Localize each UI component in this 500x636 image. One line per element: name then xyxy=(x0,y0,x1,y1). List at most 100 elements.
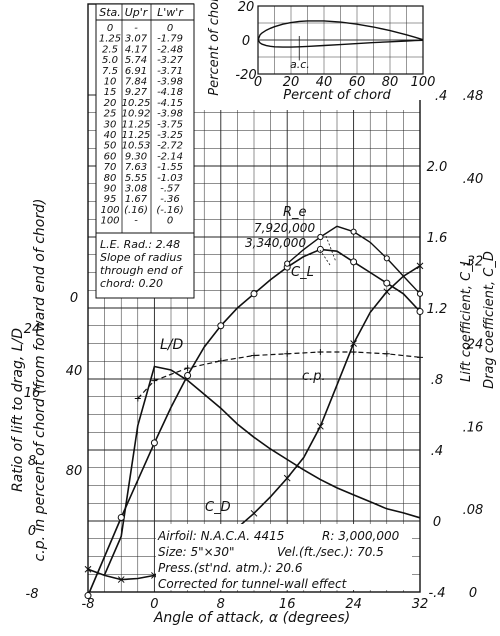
info-pressure: Press.(st'nd. atm.): 20.6 xyxy=(158,561,303,575)
cl-point xyxy=(150,439,158,447)
inset-x-tick: 60 xyxy=(349,75,366,90)
table-cell: 4.17 xyxy=(125,44,148,55)
table-cell: 5.0 xyxy=(102,55,118,66)
cp-tick-label: 80 xyxy=(66,464,83,479)
cd-tick-labels: 0 .08 .16 .24 .32 .40 .48 xyxy=(463,89,484,601)
table-cell: 90 xyxy=(104,184,117,195)
table-cell: - xyxy=(134,23,138,34)
cd-point xyxy=(250,509,258,517)
cp-tick-label: 0 xyxy=(70,291,78,306)
cl-point xyxy=(416,308,424,316)
table-cell: 80 xyxy=(104,173,117,184)
info-reynolds: R: 3,000,000 xyxy=(322,529,400,543)
table-cell: -.57 xyxy=(160,184,180,195)
table-header: L'w'r xyxy=(157,6,184,19)
cp-point xyxy=(284,350,291,357)
table-cell: -2.14 xyxy=(157,151,183,162)
table-cell: 1.25 xyxy=(99,34,121,45)
table-cell: 10.92 xyxy=(122,109,151,120)
cp-tick-label: 40 xyxy=(66,364,83,379)
cd-tick-label: 0 xyxy=(469,586,477,601)
table-cell: 20 xyxy=(104,98,117,109)
table-cell: 1.67 xyxy=(125,194,148,205)
cp-point xyxy=(383,350,390,357)
x-tick-label: -8 xyxy=(82,597,95,612)
cl-tick-label: -.4 xyxy=(428,586,445,601)
x-axis-label: Angle of attack, α (degrees) xyxy=(153,610,350,626)
info-correction: Corrected for tunnel-wall effect xyxy=(158,577,348,591)
info-size: Size: 5"×30" xyxy=(158,545,235,559)
note-chord: chord: 0.20 xyxy=(100,277,163,290)
ld-tick-labels: -8 0 8 16 24 xyxy=(24,322,41,602)
note-le-radius: L.E. Rad.: 2.48 xyxy=(100,238,180,251)
ld-curve xyxy=(103,365,421,576)
cp-tick-labels: 80 40 0 xyxy=(66,291,83,479)
cl-tick-label: .8 xyxy=(431,373,443,388)
table-cell: 5.55 xyxy=(125,173,147,184)
table-cell: 70 xyxy=(104,162,117,173)
inset-y-label: Percent of chord xyxy=(207,0,222,96)
cl-point xyxy=(84,592,92,600)
table-cell: 3.07 xyxy=(125,34,148,45)
table-header: Up'r xyxy=(125,6,149,19)
table-cell: -2.72 xyxy=(157,141,183,152)
cl-secondary-point xyxy=(284,260,291,267)
table-cell: 30 xyxy=(104,119,117,130)
cl-tick-label: 1.6 xyxy=(427,231,448,246)
reynolds-label: R_e xyxy=(283,205,307,220)
table-cell: 95 xyxy=(104,194,117,205)
table-cell: -3.98 xyxy=(157,77,183,88)
ld-tick-label: 16 xyxy=(24,386,41,401)
cd-axis-label: Drag coefficient, C_D xyxy=(482,251,497,389)
table-cell: 40 xyxy=(104,130,117,141)
table-cell: 10 xyxy=(104,77,117,88)
cd-point xyxy=(383,288,391,296)
ld-tick-label: -8 xyxy=(26,587,39,602)
ordinates-table: Sta. Up'r L'w'r0-01.25 3.07 -1.792.5 4.17 -2.4… xyxy=(95,3,195,299)
cp-point xyxy=(184,365,191,372)
cl-secondary-point xyxy=(383,255,390,262)
cd-curve-label: C_D xyxy=(205,500,231,515)
cp-axis-label: c.p. in percent of chord (from forward e… xyxy=(32,199,48,562)
table-cell: (.16) xyxy=(124,205,148,216)
cd-point xyxy=(350,340,357,347)
cd-point xyxy=(117,576,125,583)
inset-y-tick: -20 xyxy=(235,68,256,83)
table-cell: 2.5 xyxy=(102,44,118,55)
ld-tick-label: 0 xyxy=(28,524,36,539)
table-cell: (-.16) xyxy=(156,205,183,216)
table-cell: 100 xyxy=(100,205,119,216)
inset-x-tick: 100 xyxy=(411,75,436,90)
ld-axis-label: Ratio of lift to drag, L/D xyxy=(10,328,26,492)
ld-tick-label: 8 xyxy=(28,454,36,469)
table-cell: 25 xyxy=(104,109,117,120)
x-tick-label: 32 xyxy=(412,597,429,612)
cd-point xyxy=(283,474,291,482)
table-header: Sta. xyxy=(99,6,121,19)
inset-ac-label: a.c. xyxy=(290,58,310,71)
inset-y-tick: 20 xyxy=(238,0,255,15)
table-cell: 0 xyxy=(107,23,113,34)
table-cell: 0 xyxy=(167,23,173,34)
ld-curve-label: L/D xyxy=(160,337,184,353)
x-tick-label: 0 xyxy=(150,597,158,612)
table-cell: 7.5 xyxy=(102,66,118,77)
airfoil-info-box xyxy=(156,524,412,590)
cl-tick-label: 2.0 xyxy=(427,160,448,175)
cl-point xyxy=(250,290,258,298)
cl-curve-label: C_L xyxy=(291,265,314,280)
inset-y-tick: 0 xyxy=(242,34,250,49)
cp-point xyxy=(217,357,224,364)
cp-point xyxy=(251,352,257,359)
inset-y-tick-labels: 20 0 -20 xyxy=(235,0,256,83)
cd-tick-label: .24 xyxy=(463,338,484,353)
cp-curve xyxy=(137,351,421,399)
cl-point xyxy=(217,322,225,330)
table-cell: 0 xyxy=(167,216,173,227)
table-cell: 5.74 xyxy=(125,55,147,66)
cp-point xyxy=(134,395,141,402)
table-cell: -4.15 xyxy=(157,98,183,109)
table-cell: -4.18 xyxy=(157,87,183,98)
